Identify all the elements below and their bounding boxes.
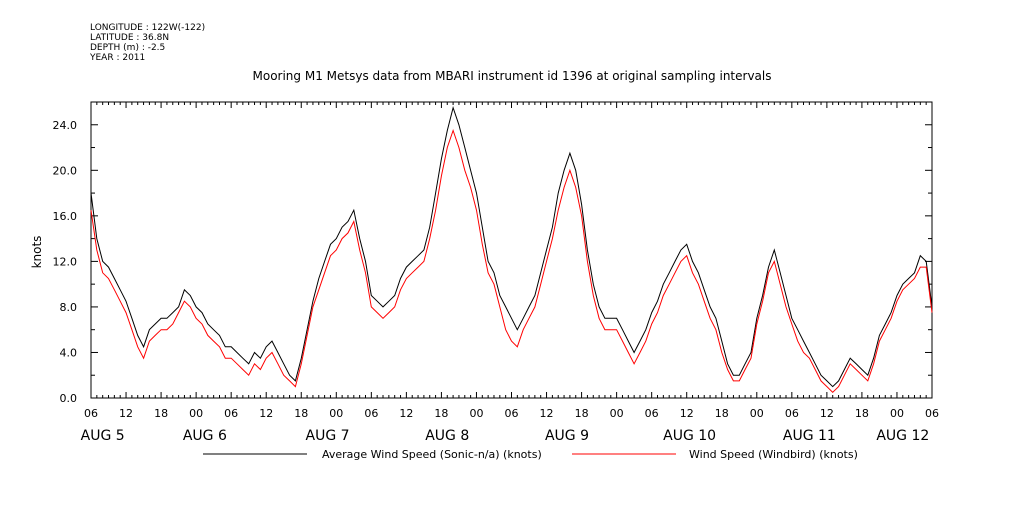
x-tick-label: 12 — [680, 407, 694, 420]
legend-label-average-wind: Average Wind Speed (Sonic-n/a) (knots) — [322, 448, 542, 461]
x-tick-label: 06 — [505, 407, 519, 420]
legend: Average Wind Speed (Sonic-n/a) (knots) W… — [203, 448, 858, 461]
chart-title: Mooring M1 Metsys data from MBARI instru… — [253, 69, 772, 83]
meta-year: YEAR : 2011 — [89, 53, 145, 63]
meta-longitude: LONGITUDE : 122W(-122) — [90, 23, 205, 33]
x-day-label: AUG 8 — [425, 428, 469, 444]
x-day-label: AUG 6 — [183, 428, 227, 444]
x-tick-label: 18 — [154, 407, 168, 420]
y-tick-label: 24.0 — [53, 119, 78, 132]
x-tick-label: 06 — [925, 407, 939, 420]
x-tick-label: 18 — [434, 407, 448, 420]
x-tick-label: 18 — [715, 407, 729, 420]
x-tick-label: 00 — [610, 407, 624, 420]
x-day-label: AUG 7 — [306, 428, 350, 444]
y-axis-label: knots — [30, 236, 44, 269]
x-tick-label: 06 — [785, 407, 799, 420]
series-group — [90, 105, 933, 393]
x-day-label: AUG 11 — [783, 428, 836, 444]
x-tick-label: 18 — [855, 407, 869, 420]
x-tick-label: 12 — [540, 407, 554, 420]
meta-depth: DEPTH (m) : -2.5 — [90, 43, 165, 53]
y-tick-label: 0.0 — [60, 392, 78, 405]
x-day-label: AUG 10 — [663, 428, 716, 444]
x-tick-label: 00 — [189, 407, 203, 420]
x-tick-label: 12 — [259, 407, 273, 420]
y-tick-label: 12.0 — [53, 255, 78, 268]
plot-border — [90, 101, 933, 399]
x-tick-label: 00 — [750, 407, 764, 420]
legend-label-windbird: Wind Speed (Windbird) (knots) — [689, 448, 858, 461]
x-tick-label: 00 — [469, 407, 483, 420]
x-tick-label: 06 — [84, 407, 98, 420]
plot-frame — [90, 101, 933, 399]
x-day-label: AUG 9 — [545, 428, 589, 444]
x-tick-label: 06 — [364, 407, 378, 420]
x-tick-label: 12 — [820, 407, 834, 420]
metadata-block: LONGITUDE : 122W(-122) LATITUDE : 36.8N … — [89, 23, 205, 63]
y-tick-label: 4.0 — [60, 346, 78, 359]
series-line-average-wind — [90, 105, 933, 388]
x-day-label: AUG 12 — [876, 428, 929, 444]
x-tick-label: 12 — [119, 407, 133, 420]
x-tick-label: 18 — [294, 407, 308, 420]
x-tick-label: 12 — [399, 407, 413, 420]
y-tick-label: 20.0 — [53, 164, 78, 177]
y-tick-label: 8.0 — [60, 301, 78, 314]
x-tick-label: 00 — [329, 407, 343, 420]
x-axis: 06 12 18 00 06 12 18 00 06 12 18 00 06 12 18 00 06 12 18 00… — [81, 102, 939, 444]
y-axis: 0.0 4.0 8.0 12.0 16.0 20.0 24.0 — [53, 101, 932, 405]
x-tick-label: 00 — [890, 407, 904, 420]
x-tick-label: 18 — [575, 407, 589, 420]
x-day-label: AUG 5 — [81, 428, 125, 444]
x-tick-label: 06 — [645, 407, 659, 420]
y-tick-label: 16.0 — [53, 210, 78, 223]
series-line-windbird — [90, 128, 933, 393]
meta-latitude: LATITUDE : 36.8N — [90, 33, 169, 43]
x-tick-label: 06 — [224, 407, 238, 420]
